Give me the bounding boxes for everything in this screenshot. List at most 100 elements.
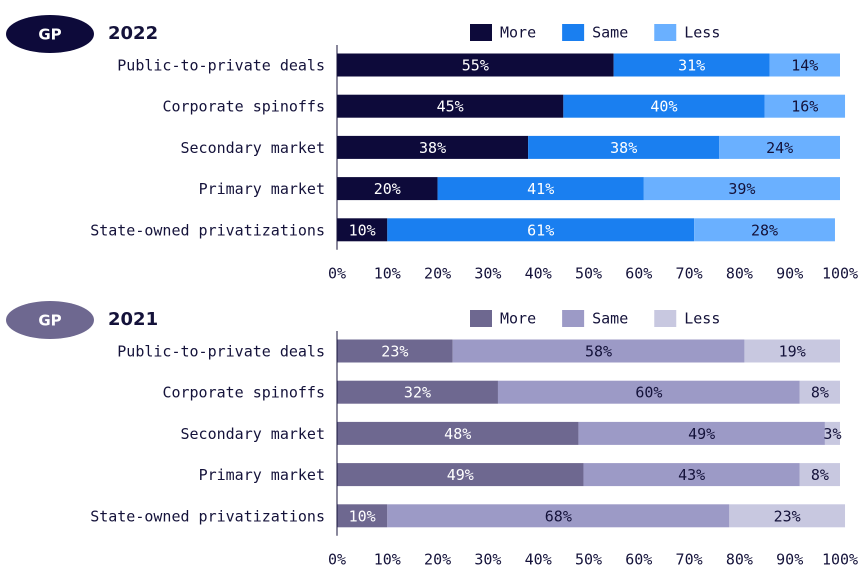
value-label: 49%	[688, 425, 715, 443]
bar-segment	[452, 339, 745, 363]
bar-segment	[643, 177, 840, 201]
category-label: State-owned privatizations	[90, 221, 325, 239]
badge-label: GP	[38, 26, 61, 44]
chart-title: 2022	[108, 23, 158, 44]
x-tick-label: 60%	[625, 551, 652, 569]
value-label: 41%	[527, 180, 554, 198]
category-label: State-owned privatizations	[90, 507, 325, 525]
value-label: 45%	[437, 98, 464, 116]
x-tick-label: 30%	[474, 551, 501, 569]
x-tick-label: 80%	[726, 551, 753, 569]
bar-segment	[719, 135, 840, 159]
category-label: Primary market	[199, 466, 325, 484]
x-tick-label: 0%	[328, 551, 346, 569]
bar-segment	[769, 53, 840, 77]
x-tick-label: 20%	[424, 265, 451, 283]
x-tick-label: 70%	[676, 551, 703, 569]
legend-swatch	[654, 24, 677, 41]
badge	[6, 301, 94, 339]
value-label: 38%	[610, 139, 637, 157]
bar-segment	[337, 463, 584, 487]
bar-segment	[337, 380, 498, 404]
x-tick-label: 30%	[474, 265, 501, 283]
value-label: 55%	[462, 57, 489, 75]
bar-segment	[497, 380, 800, 404]
category-label: Primary market	[199, 180, 325, 198]
value-label: 61%	[527, 221, 554, 239]
legend-swatch	[654, 310, 677, 327]
x-tick-label: 50%	[575, 551, 602, 569]
value-label: 20%	[374, 180, 401, 198]
legend-swatch	[470, 24, 492, 41]
x-tick-label: 90%	[776, 551, 803, 569]
badge-label: GP	[38, 312, 61, 330]
bar-segment	[337, 421, 579, 445]
x-tick-label: 0%	[328, 265, 346, 283]
value-label: 24%	[766, 139, 793, 157]
value-label: 49%	[447, 466, 474, 484]
x-tick-label: 100%	[822, 551, 858, 569]
value-label: 8%	[811, 384, 829, 402]
x-tick-label: 20%	[424, 551, 451, 569]
x-tick-label: 40%	[525, 551, 552, 569]
bar-segment	[387, 504, 730, 528]
legend-swatch	[562, 24, 585, 41]
category-label: Secondary market	[181, 139, 326, 157]
category-label: Public-to-private deals	[117, 57, 325, 75]
bar-segment	[387, 218, 695, 242]
value-label: 28%	[751, 221, 778, 239]
chart-title: 2021	[108, 309, 158, 330]
legend-label: Less	[684, 310, 720, 328]
x-tick-label: 10%	[374, 551, 401, 569]
bar-segment	[799, 463, 840, 487]
legend-label: More	[500, 310, 536, 328]
category-label: Secondary market	[181, 425, 326, 443]
category-label: Public-to-private deals	[117, 343, 325, 361]
category-label: Corporate spinoffs	[162, 384, 325, 402]
x-tick-label: 50%	[575, 265, 602, 283]
bar-segment	[437, 177, 644, 201]
bar-segment	[764, 94, 846, 118]
bar-segment	[729, 504, 846, 528]
bar-segment	[824, 421, 840, 445]
x-tick-label: 70%	[676, 265, 703, 283]
value-label: 16%	[791, 98, 818, 116]
category-label: Corporate spinoffs	[162, 98, 325, 116]
bar-segment	[694, 218, 835, 242]
value-label: 32%	[404, 384, 431, 402]
bar-segment	[337, 504, 388, 528]
value-label: 58%	[585, 343, 612, 361]
bar-segment	[337, 94, 564, 118]
bar-segment	[337, 53, 614, 77]
value-label: 43%	[678, 466, 705, 484]
value-label: 14%	[791, 57, 818, 75]
legend-label: Less	[684, 24, 720, 42]
x-tick-label: 60%	[625, 265, 652, 283]
value-label: 23%	[381, 343, 408, 361]
value-label: 3%	[823, 425, 841, 443]
value-label: 23%	[774, 507, 801, 525]
bar-segment	[578, 421, 825, 445]
legend-label: Same	[592, 310, 628, 328]
bar-segment	[799, 380, 840, 404]
value-label: 19%	[779, 343, 806, 361]
bar-segment	[583, 463, 800, 487]
value-label: 39%	[728, 180, 755, 198]
badge	[6, 15, 94, 53]
x-tick-label: 90%	[776, 265, 803, 283]
legend-swatch	[562, 310, 585, 327]
bar-segment	[337, 177, 438, 201]
x-tick-label: 40%	[525, 265, 552, 283]
x-tick-label: 100%	[822, 265, 858, 283]
bar-segment	[337, 339, 453, 363]
value-label: 31%	[678, 57, 705, 75]
value-label: 40%	[650, 98, 677, 116]
value-label: 38%	[419, 139, 446, 157]
value-label: 10%	[349, 221, 376, 239]
bar-segment	[613, 53, 770, 77]
bar-segment	[337, 218, 388, 242]
bar-segment	[528, 135, 720, 159]
value-label: 8%	[811, 466, 829, 484]
x-tick-label: 80%	[726, 265, 753, 283]
